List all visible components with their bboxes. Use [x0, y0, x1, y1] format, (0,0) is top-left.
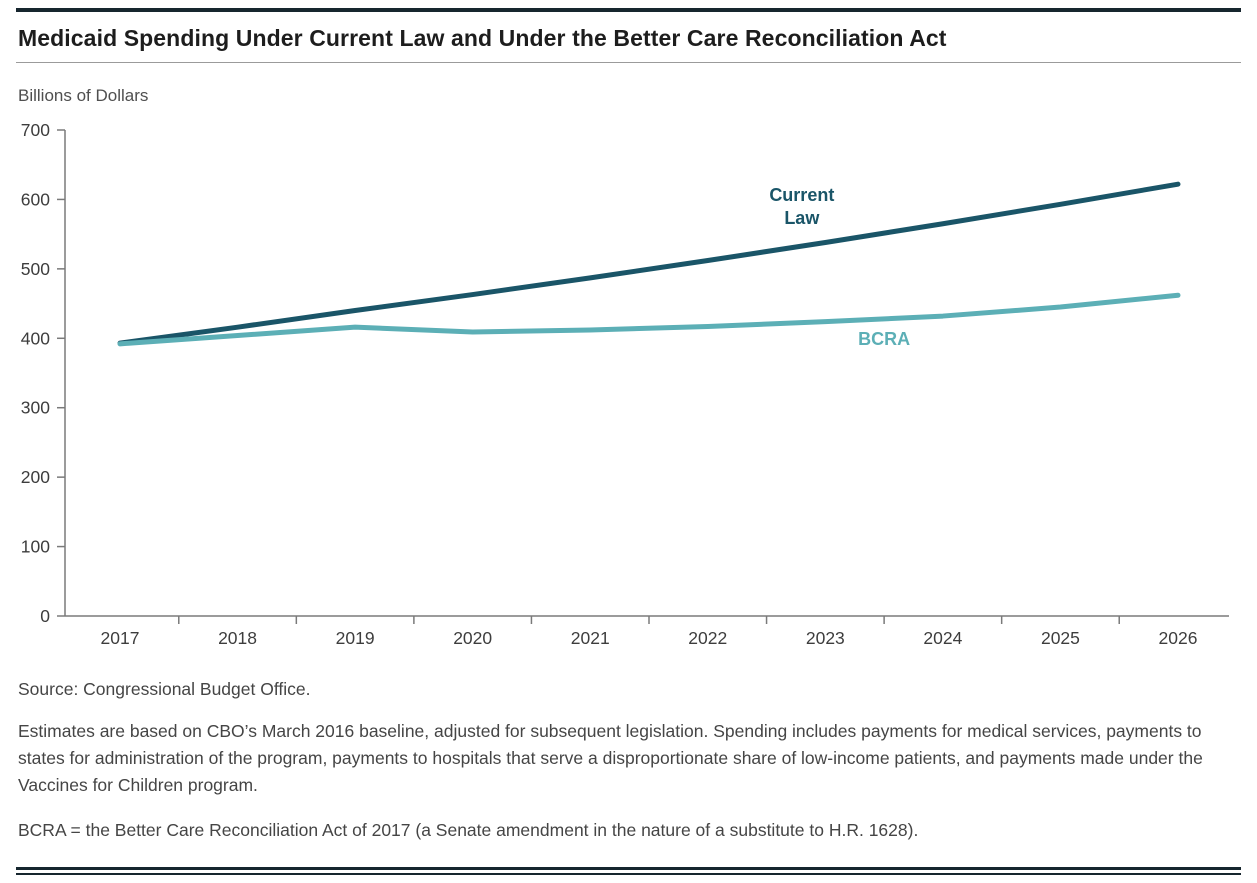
x-tick-label: 2020: [453, 628, 492, 648]
y-tick-label: 500: [21, 259, 50, 279]
y-tick-label: 200: [21, 467, 50, 487]
top-rule: [16, 8, 1241, 12]
x-tick-label: 2023: [806, 628, 845, 648]
x-tick-label: 2026: [1159, 628, 1198, 648]
chart-title: Medicaid Spending Under Current Law and …: [18, 25, 947, 51]
bottom-rule-thick: [16, 866, 1241, 870]
line-chart: 0 100 200 300 400 500 600 700 2017 2018 2019 2020 20…: [16, 116, 1241, 663]
y-tick-label: 700: [21, 120, 50, 140]
y-tick-label: 0: [40, 606, 50, 626]
x-tick-label: 2021: [571, 628, 610, 648]
x-tick-label: 2025: [1041, 628, 1080, 648]
current-law-line: [117, 181, 1181, 346]
x-tick-label: 2022: [688, 628, 727, 648]
source-note: Source: Congressional Budget Office.: [18, 679, 311, 699]
y-axis-unit-label: Billions of Dollars: [18, 86, 149, 105]
bcra-label: BCRA: [858, 329, 910, 349]
y-tick-label: 100: [21, 537, 50, 557]
x-tick-label: 2019: [336, 628, 375, 648]
y-tick-label: 400: [21, 328, 50, 348]
x-tick-label: 2024: [923, 628, 962, 648]
bcra-definition-note: BCRA = the Better Care Reconciliation Ac…: [18, 820, 919, 841]
current-law-label: Current Law: [769, 185, 834, 228]
methodology-note: Estimates are based on CBO’s March 2016 …: [18, 721, 1203, 796]
x-tick-label: 2017: [101, 628, 140, 648]
y-tick-label: 300: [21, 398, 50, 418]
title-divider: [16, 62, 1241, 63]
bcra-line: [117, 292, 1181, 347]
chart-canvas: 0 100 200 300 400 500 600 700 2017 2018 2019 2020 20…: [21, 120, 1229, 648]
bottom-rule-thin: [16, 872, 1241, 875]
y-tick-label: 600: [21, 189, 50, 209]
bottom-rule: [16, 866, 1241, 875]
x-tick-label: 2018: [218, 628, 257, 648]
